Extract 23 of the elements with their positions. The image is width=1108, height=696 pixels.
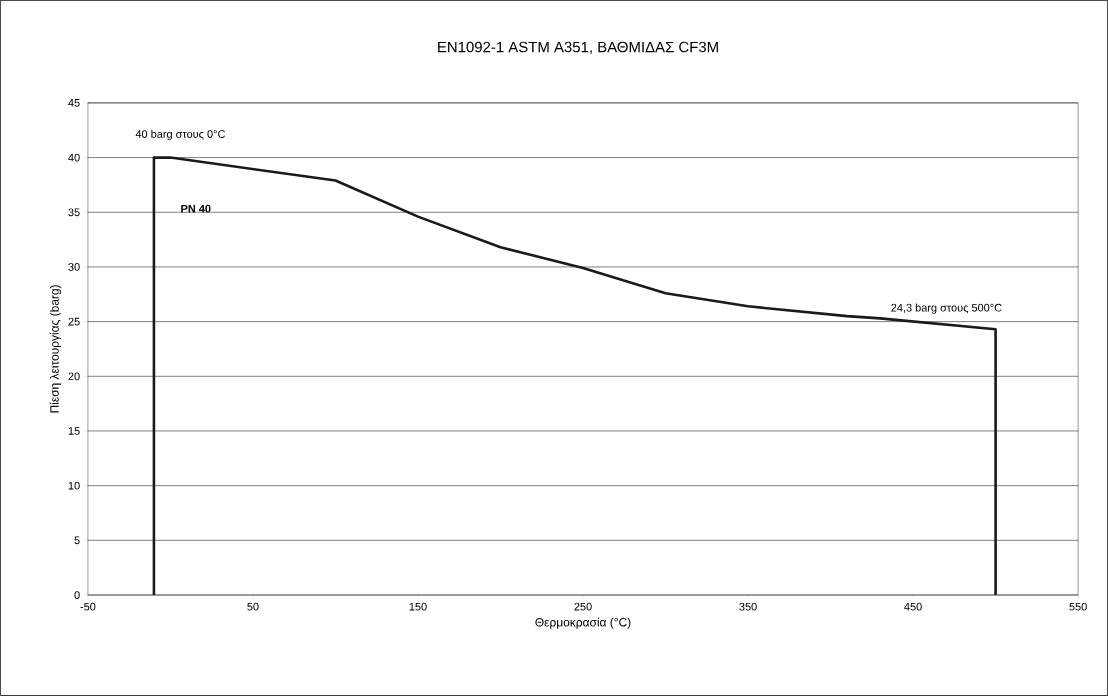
chart-title: EN1092-1 ASTM A351, ΒΑΘΜΙΔΑΣ CF3M xyxy=(438,41,718,55)
annotation: 24,3 barg στους 500°C xyxy=(891,303,1002,314)
y-tick-label: 40 xyxy=(68,153,80,162)
x-tick-label: 50 xyxy=(247,602,259,611)
x-tick-label: 450 xyxy=(904,602,922,611)
y-tick-label: 35 xyxy=(68,208,80,217)
x-tick-label: 350 xyxy=(739,602,757,611)
x-tick-label: -50 xyxy=(80,602,96,611)
y-tick-label: 25 xyxy=(68,317,80,326)
x-tick-label: 150 xyxy=(409,602,427,611)
y-tick-label: 0 xyxy=(74,591,80,599)
y-tick-label: 20 xyxy=(68,372,80,381)
y-tick-label: 15 xyxy=(68,427,80,435)
x-axis-title: Θερμοκρασία (°C) xyxy=(535,617,631,629)
x-tick-label: 550 xyxy=(1069,602,1087,611)
annotation: 40 barg στους 0°C xyxy=(135,129,225,141)
x-tick-label: 250 xyxy=(574,602,592,611)
y-tick-label: 5 xyxy=(74,536,80,545)
annotation: PN 40 xyxy=(181,204,211,213)
y-tick-label: 30 xyxy=(68,263,80,271)
y-tick-label: 10 xyxy=(68,481,80,490)
y-tick-label: 45 xyxy=(68,99,80,107)
y-axis-title: Πίεση λειτουργίας (barg) xyxy=(49,285,62,413)
